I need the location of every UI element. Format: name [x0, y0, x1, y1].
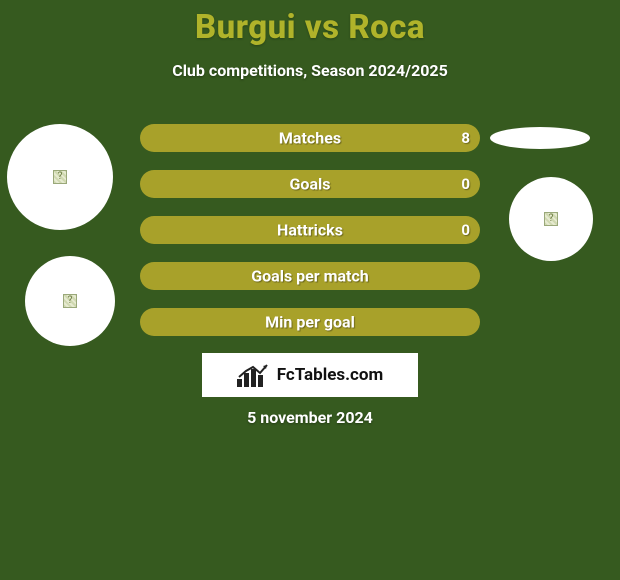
stat-label: Hattricks	[140, 221, 480, 240]
stat-row-hattricks: Hattricks 0	[140, 216, 480, 244]
stat-value-right: 0	[461, 221, 470, 239]
subtitle: Club competitions, Season 2024/2025	[0, 61, 620, 80]
player-avatar-left-2: ?	[25, 256, 115, 346]
player-avatar-left-1: ?	[7, 124, 113, 230]
stat-row-min-per-goal: Min per goal	[140, 308, 480, 336]
brand-plate: FcTables.com	[202, 353, 418, 397]
image-placeholder-icon: ?	[63, 294, 77, 308]
page-title: Burgui vs Roca	[0, 0, 620, 47]
stat-label: Goals per match	[140, 267, 480, 286]
stat-row-goals-per-match: Goals per match	[140, 262, 480, 290]
player-avatar-right-1: ?	[509, 177, 593, 261]
stat-label: Matches	[140, 129, 480, 148]
image-placeholder-icon: ?	[53, 170, 67, 184]
stat-value-right: 8	[461, 129, 470, 147]
stat-bars: Matches 8 Goals 0 Hattricks 0 Goals per …	[140, 124, 480, 354]
stat-label: Min per goal	[140, 313, 480, 332]
player-avatar-right-ellipse	[490, 127, 590, 149]
brand-text: FcTables.com	[277, 365, 383, 385]
date-text: 5 november 2024	[0, 408, 620, 427]
stat-value-right: 0	[461, 175, 470, 193]
stat-row-matches: Matches 8	[140, 124, 480, 152]
stat-row-goals: Goals 0	[140, 170, 480, 198]
stat-label: Goals	[140, 175, 480, 194]
image-placeholder-icon: ?	[544, 212, 558, 226]
infographic: Burgui vs Roca Club competitions, Season…	[0, 0, 620, 580]
brand-logo-icon	[237, 363, 271, 387]
